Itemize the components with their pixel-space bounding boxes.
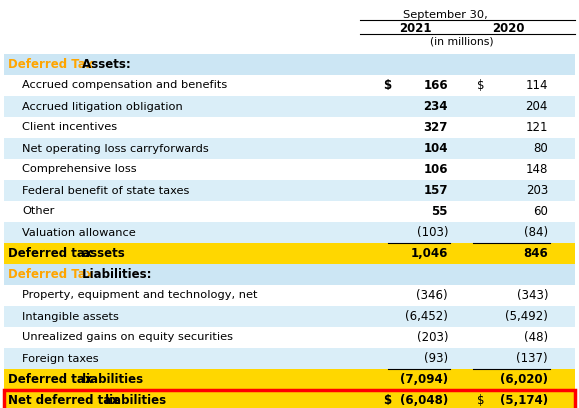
Bar — [4, 201, 575, 222]
Text: (84): (84) — [524, 226, 548, 239]
Text: Deferred Tax: Deferred Tax — [8, 268, 93, 281]
Text: $: $ — [477, 79, 485, 92]
Text: 2021: 2021 — [399, 22, 431, 35]
Text: Other: Other — [22, 206, 54, 217]
Text: (6,048): (6,048) — [400, 394, 448, 407]
Bar — [4, 159, 575, 180]
Text: Foreign taxes: Foreign taxes — [22, 353, 98, 364]
Text: (103): (103) — [416, 226, 448, 239]
Text: Deferred Tax: Deferred Tax — [8, 58, 93, 71]
Text: (343): (343) — [516, 289, 548, 302]
Text: 114: 114 — [526, 79, 548, 92]
Text: 55: 55 — [431, 205, 448, 218]
Text: Accrued litigation obligation: Accrued litigation obligation — [22, 102, 183, 111]
Text: $: $ — [383, 79, 391, 92]
Text: $: $ — [383, 394, 391, 407]
Bar — [4, 138, 575, 159]
Text: Deferred tax: Deferred tax — [8, 373, 93, 386]
Text: (346): (346) — [416, 289, 448, 302]
Text: Property, equipment and technology, net: Property, equipment and technology, net — [22, 290, 258, 301]
Text: (93): (93) — [424, 352, 448, 365]
Bar — [4, 54, 575, 75]
Text: (137): (137) — [516, 352, 548, 365]
Text: (7,094): (7,094) — [400, 373, 448, 386]
Bar — [4, 180, 575, 201]
Text: 234: 234 — [423, 100, 448, 113]
Text: liabilities: liabilities — [101, 394, 166, 407]
Text: 203: 203 — [526, 184, 548, 197]
Text: 121: 121 — [526, 121, 548, 134]
Bar — [4, 222, 575, 243]
Text: (6,452): (6,452) — [405, 310, 448, 323]
Text: 106: 106 — [423, 163, 448, 176]
Text: 204: 204 — [526, 100, 548, 113]
Text: Liabilities:: Liabilities: — [78, 268, 151, 281]
Text: (in millions): (in millions) — [430, 36, 493, 46]
Text: 148: 148 — [526, 163, 548, 176]
Text: 1,046: 1,046 — [411, 247, 448, 260]
Text: 166: 166 — [423, 79, 448, 92]
Text: (203): (203) — [416, 331, 448, 344]
Text: 846: 846 — [523, 247, 548, 260]
Text: Deferred tax: Deferred tax — [8, 247, 93, 260]
Bar — [4, 75, 575, 96]
Bar — [4, 390, 575, 408]
Text: Federal benefit of state taxes: Federal benefit of state taxes — [22, 186, 189, 195]
Text: Unrealized gains on equity securities: Unrealized gains on equity securities — [22, 333, 233, 342]
Text: Net operating loss carryforwards: Net operating loss carryforwards — [22, 144, 209, 153]
Text: (5,174): (5,174) — [500, 394, 548, 407]
Text: (5,492): (5,492) — [505, 310, 548, 323]
Bar — [4, 327, 575, 348]
Text: Accrued compensation and benefits: Accrued compensation and benefits — [22, 80, 227, 91]
Text: Net deferred tax: Net deferred tax — [8, 394, 119, 407]
Bar — [4, 390, 575, 408]
Text: Comprehensive loss: Comprehensive loss — [22, 164, 137, 175]
Bar — [4, 369, 575, 390]
Text: 104: 104 — [423, 142, 448, 155]
Text: Intangible assets: Intangible assets — [22, 311, 119, 322]
Text: September 30,: September 30, — [402, 10, 488, 20]
Bar — [4, 96, 575, 117]
Bar — [4, 306, 575, 327]
Text: Assets:: Assets: — [78, 58, 130, 71]
Text: assets: assets — [78, 247, 124, 260]
Bar — [4, 285, 575, 306]
Text: 157: 157 — [423, 184, 448, 197]
Text: liabilities: liabilities — [78, 373, 143, 386]
Bar — [4, 117, 575, 138]
Text: 80: 80 — [533, 142, 548, 155]
Text: 2020: 2020 — [492, 22, 524, 35]
Text: Valuation allowance: Valuation allowance — [22, 228, 135, 237]
Bar — [4, 264, 575, 285]
Bar — [4, 243, 575, 264]
Text: $: $ — [477, 394, 485, 407]
Text: 327: 327 — [424, 121, 448, 134]
Bar — [4, 348, 575, 369]
Text: (48): (48) — [524, 331, 548, 344]
Text: Client incentives: Client incentives — [22, 122, 117, 133]
Text: (6,020): (6,020) — [500, 373, 548, 386]
Text: 60: 60 — [533, 205, 548, 218]
